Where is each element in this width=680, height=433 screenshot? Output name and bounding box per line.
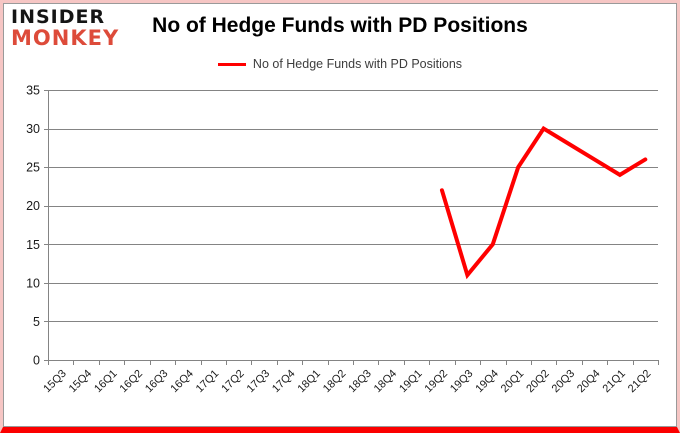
x-axis-label: 17Q2 [219,368,247,396]
logo-insider: INSIDER [11,6,106,28]
legend: No of Hedge Funds with PD Positions [3,57,677,71]
x-axis-label: 19Q3 [448,368,476,396]
x-axis-label: 15Q3 [41,368,69,396]
x-axis-label: 20Q2 [524,368,552,396]
line-chart: 0510152025303515Q315Q416Q116Q216Q316Q417… [26,84,659,396]
y-axis-label: 15 [26,238,40,252]
y-axis-label: 20 [26,199,40,213]
y-axis-label: 5 [33,315,40,329]
x-axis-label: 15Q4 [67,368,95,396]
x-axis-label: 21Q1 [600,368,628,396]
x-axis-label: 18Q4 [372,368,400,396]
x-axis-label: 19Q4 [473,368,501,396]
x-axis-label: 16Q1 [92,368,120,396]
logo-monkey: MONKEY [11,26,120,50]
insider-monkey-logo: INSIDER MONKEY [11,8,119,49]
x-axis-label: 19Q1 [397,368,425,396]
x-axis-label: 20Q1 [499,368,527,396]
chart-title: No of Hedge Funds with PD Positions [152,14,528,37]
y-axis-label: 35 [26,84,40,98]
x-axis-label: 18Q3 [346,368,374,396]
legend-label: No of Hedge Funds with PD Positions [252,57,463,71]
y-axis-label: 25 [26,161,40,175]
x-axis-label: 18Q1 [295,368,323,396]
x-axis-label: 16Q3 [143,368,171,396]
y-axis-label: 0 [33,354,40,368]
x-axis-label: 16Q4 [168,368,196,396]
x-axis-label: 21Q2 [626,368,654,396]
x-axis-label: 17Q4 [270,368,298,396]
y-axis-label: 10 [26,276,40,290]
legend-line-swatch [217,62,246,66]
x-axis-label: 17Q3 [245,368,273,396]
x-axis-label: 20Q4 [575,368,603,396]
y-axis-label: 30 [26,122,40,136]
x-axis-label: 19Q2 [423,368,451,396]
x-axis-label: 18Q2 [321,368,349,396]
data-line [439,125,648,280]
x-axis-label: 20Q3 [550,368,578,396]
x-axis-label: 16Q2 [118,368,146,396]
x-axis-label: 17Q1 [194,368,222,396]
